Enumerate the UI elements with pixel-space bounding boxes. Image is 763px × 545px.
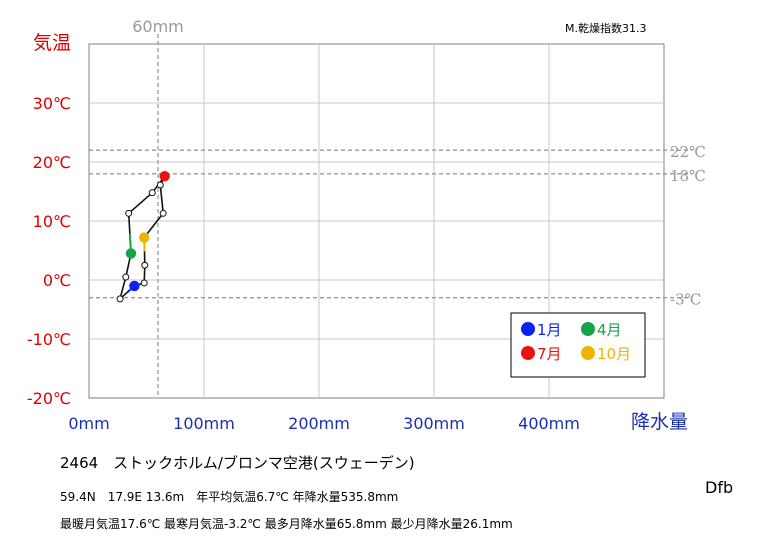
month-point-6 [148,189,156,197]
x-tick-label: 100mm [173,414,235,433]
month-point-5 [125,209,133,217]
legend-marker-3 [521,346,535,360]
y-tick-label: 30℃ [33,94,71,113]
legend-label-1: 1月 [537,321,562,339]
y-tick-label: -10℃ [27,330,71,349]
month-point-10 [139,232,150,243]
x-tick-labels: 0mm 100mm 200mm 300mm 400mm [68,414,580,433]
y-tick-label: 10℃ [33,212,71,231]
legend-marker-2 [581,322,595,336]
dryness-index: M.乾燥指数31.3 [565,22,647,35]
x-axis-title: 降水量 [631,411,689,433]
y-axis-title: 気温 [33,32,72,54]
month-point-7 [159,170,170,182]
month-point-9 [159,209,167,217]
station-title: 2464 ストックホルム/ブロンマ空港(スウェーデン) [60,454,415,472]
x-tick-label: 0mm [68,414,109,433]
legend-label-2: 4月 [597,321,622,339]
month-point-8 [156,181,164,189]
ref-label-temp: 18℃ [670,167,706,185]
month-point-2 [116,295,124,303]
x-tick-label: 200mm [288,414,350,433]
month-point-11 [141,261,149,269]
y-tick-label: 0℃ [43,271,71,290]
ref-label-temp: 22℃ [670,143,706,161]
x-tick-label: 300mm [403,414,465,433]
reference-lines [89,34,692,398]
y-tick-label: 20℃ [33,153,71,172]
month-points [116,170,170,303]
y-tick-label: -20℃ [27,389,71,408]
month-point-3 [122,273,130,281]
month-point-4 [125,248,137,259]
legend-label-4: 10月 [597,345,631,363]
legend-marker-1 [521,322,535,336]
month-point-12 [140,279,148,287]
reference-labels: 60mm 22℃ 18℃ -3℃ [132,17,706,309]
ref-label-temp: -3℃ [670,291,701,309]
month-point-1 [129,280,140,292]
legend: 1月 4月 7月 10月 [510,312,646,378]
x-tick-label: 400mm [518,414,580,433]
y-tick-labels: 30℃ 20℃ 10℃ 0℃ -10℃ -20℃ [27,94,71,408]
ref-label-precip: 60mm [132,17,184,36]
station-info-line2: 最暖月気温17.6℃ 最寒月気温-3.2℃ 最多月降水量65.8mm 最少月降水… [60,517,513,531]
legend-marker-4 [581,346,595,360]
climate-class: Dfb [705,478,734,497]
legend-box [510,312,646,378]
station-info-line1: 59.4N 17.9E 13.6m 年平均気温6.7℃ 年降水量535.8mm [60,490,399,504]
legend-label-3: 7月 [537,345,562,363]
